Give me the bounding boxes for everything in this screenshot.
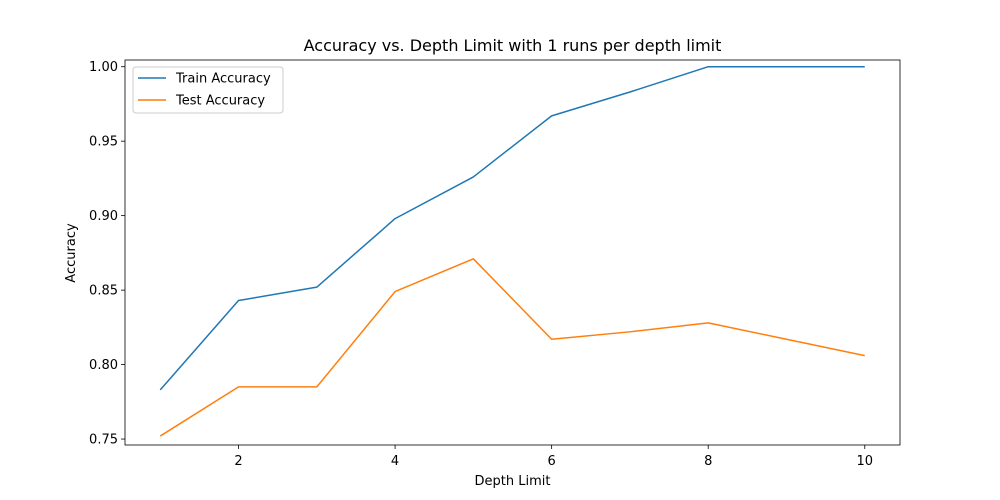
- series-line-test-accuracy: [159, 258, 865, 437]
- legend: Train Accuracy Test Accuracy: [132, 66, 284, 114]
- y-axis-title: Accuracy: [64, 223, 79, 283]
- legend-label-train-accuracy: Train Accuracy: [175, 72, 271, 87]
- y-tick-label: 0.95: [89, 135, 118, 150]
- legend-label-test-accuracy: Test Accuracy: [175, 94, 265, 109]
- axes-frame: [124, 59, 901, 446]
- series-line-train-accuracy: [159, 65, 865, 391]
- y-tick-label: 0.90: [89, 209, 118, 224]
- chart-title: Accuracy vs. Depth Limit with 1 runs per…: [304, 36, 722, 55]
- plot-area: 2 4 6 8 10 0.75 0.80 0.85 0.90 0.95 1.00: [89, 59, 901, 469]
- y-tick-label: 1.00: [89, 60, 118, 75]
- legend-box: [132, 66, 284, 114]
- x-tick-label: 10: [856, 454, 873, 469]
- y-tick-label: 0.75: [89, 433, 118, 448]
- x-tick-label: 4: [391, 454, 399, 469]
- y-tick-label: 0.85: [89, 284, 118, 299]
- y-tick-label: 0.80: [89, 358, 118, 373]
- x-tick-label: 6: [548, 454, 556, 469]
- x-tick-label: 8: [704, 454, 712, 469]
- x-tick-label: 2: [234, 454, 242, 469]
- x-axis-title: Depth Limit: [475, 474, 551, 489]
